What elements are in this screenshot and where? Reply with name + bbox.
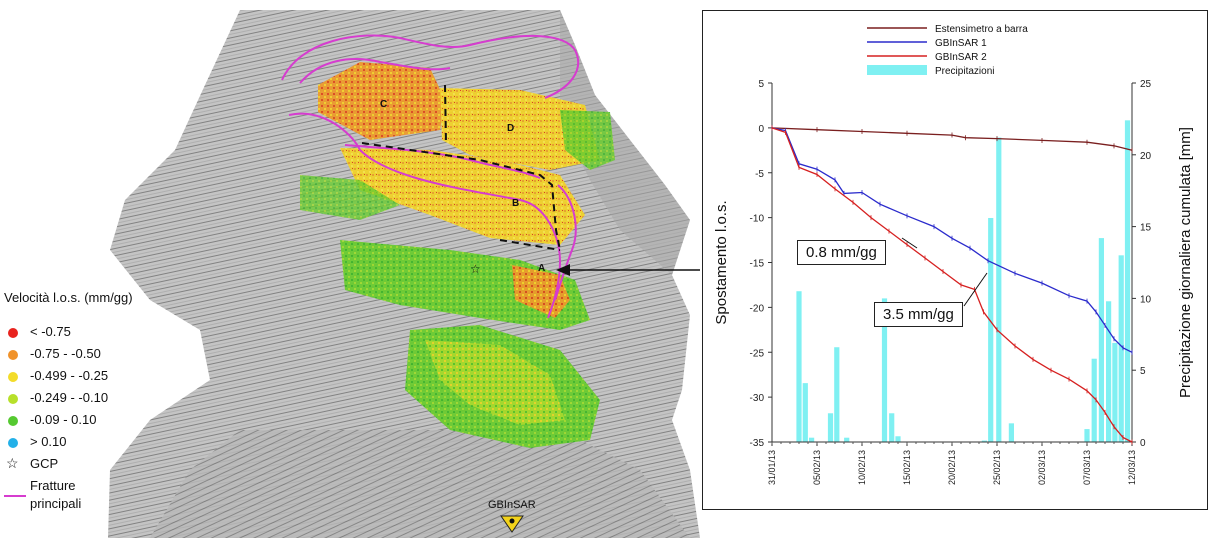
y-tick-label: 5 <box>758 79 764 90</box>
y-tick-label: -25 <box>750 348 765 359</box>
zone-a-green <box>340 240 590 330</box>
x-tick-label: 02/03/13 <box>1037 450 1047 485</box>
terrain-lower-bench <box>150 430 690 538</box>
precip-bar <box>895 436 901 442</box>
legend-title: Velocità l.o.s. (mm/gg) <box>4 290 133 305</box>
y-tick-label: -10 <box>750 214 765 225</box>
x-tick-label: 31/01/13 <box>767 450 777 485</box>
precip-bar <box>1008 423 1014 442</box>
x-tick-label: 25/02/13 <box>992 450 1002 485</box>
y-tick-label: -20 <box>750 303 765 314</box>
zone-label-c: C <box>380 99 387 110</box>
y-tick-label: 0 <box>758 124 764 135</box>
legend-label: < -0.75 <box>30 324 71 339</box>
precip-bar <box>827 413 834 442</box>
gcp-icon: ☆ <box>6 455 19 471</box>
precip-bar <box>1112 342 1118 442</box>
zone-label-b: B <box>512 198 519 209</box>
y2-tick-label: 5 <box>1140 366 1146 377</box>
precip-bar <box>802 383 808 442</box>
x-tick-label: 15/02/13 <box>902 450 912 485</box>
y2-axis-label: Precipitazione giornaliera cumulata [mm] <box>1177 127 1194 398</box>
chart-legend-label: GBInSAR 1 <box>935 38 987 49</box>
precip-bar <box>1106 301 1112 442</box>
precip-bar <box>1084 429 1090 442</box>
precip-bar <box>1124 120 1131 442</box>
zone-upper-orange <box>318 62 445 140</box>
x-tick-label: 10/02/13 <box>857 450 867 485</box>
series-line <box>771 127 1133 353</box>
zone-label-d: D <box>507 123 514 134</box>
legend-swatch <box>8 328 18 338</box>
y2-tick-label: 0 <box>1140 438 1146 449</box>
chart-legend-swatch <box>867 65 927 75</box>
legend-label: GCP <box>30 456 59 471</box>
x-tick-label: 05/02/13 <box>812 450 822 485</box>
y-tick-label: -30 <box>750 393 765 404</box>
legend-label: principali <box>30 496 82 511</box>
legend-label: > 0.10 <box>30 434 67 449</box>
y-tick-label: -15 <box>750 259 765 270</box>
y2-tick-label: 10 <box>1140 294 1152 305</box>
precip-bar <box>1091 358 1097 442</box>
callout-leader <box>901 237 918 249</box>
pointer-arrow-head <box>556 264 570 276</box>
y-tick-label: -35 <box>750 438 765 449</box>
displacement-chart: 5 0 -5 -10 -15 -20 -25 -30 -35 25 20 15 10 5 0 31/01/13… <box>713 24 1194 485</box>
station-label: GBInSAR <box>488 499 536 511</box>
legend-label: -0.09 - 0.10 <box>30 412 97 427</box>
precip-bar <box>981 440 987 442</box>
gcp-star-icon: ☆ <box>470 262 481 276</box>
precip-bar <box>796 291 802 442</box>
x-tick-label: 07/03/13 <box>1082 450 1092 485</box>
precip-bar <box>809 437 815 442</box>
legend-label: -0.249 - -0.10 <box>30 390 109 405</box>
chart-legend-label: Precipitazioni <box>935 66 994 77</box>
y-tick-label: -5 <box>755 169 764 180</box>
x-tick-label: 12/03/13 <box>1127 450 1137 485</box>
chart-legend-label: Estensimetro a barra <box>935 24 1028 35</box>
precip-bar <box>1118 255 1124 442</box>
legend-swatch <box>8 372 18 382</box>
legend-swatch <box>8 394 18 404</box>
callout-gb1-rate: 0.8 mm/gg <box>797 240 886 265</box>
chart-legend-label: GBInSAR 2 <box>935 52 987 63</box>
legend-label: Fratture <box>30 478 76 493</box>
x-tick-label: 20/02/13 <box>947 450 957 485</box>
legend-swatch <box>8 350 18 360</box>
legend-label: -0.75 - -0.50 <box>30 346 101 361</box>
precip-bar <box>988 217 994 442</box>
terrain-map: C D B A ☆ GBInSAR <box>108 10 700 538</box>
y2-tick-label: 25 <box>1140 79 1152 90</box>
series-line <box>771 127 1133 151</box>
y2-tick-label: 20 <box>1140 151 1152 162</box>
precip-bar <box>1098 238 1104 442</box>
zone-borders <box>361 84 561 251</box>
precip-bar <box>889 413 895 442</box>
precip-bar <box>996 137 1002 442</box>
precip-bar <box>834 347 840 442</box>
callout-leader <box>963 272 988 307</box>
precip-bar <box>844 437 850 442</box>
legend-label: -0.499 - -0.25 <box>30 368 109 383</box>
zone-d-yellow <box>440 88 600 170</box>
precip-bar <box>881 298 888 442</box>
legend-swatch <box>8 416 18 426</box>
legend-swatch <box>8 438 18 448</box>
station-marker-dot <box>509 518 515 524</box>
fracture-line-icon <box>4 495 26 497</box>
zone-label-a: A <box>538 263 545 274</box>
callout-gb2-rate: 3.5 mm/gg <box>874 302 963 327</box>
y2-tick-label: 15 <box>1140 223 1152 234</box>
y-axis-label: Spostamento l.o.s. <box>713 200 730 324</box>
main-fractures <box>281 34 580 319</box>
station-marker-icon <box>500 515 524 533</box>
